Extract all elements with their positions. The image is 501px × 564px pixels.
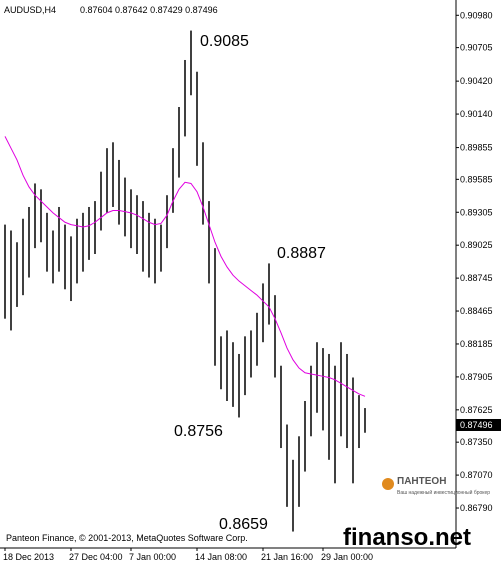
y-tick-label: 0.88745 (460, 273, 493, 283)
copyright: Panteon Finance, © 2001-2013, MetaQuotes… (6, 533, 248, 543)
logo-icon (382, 478, 394, 490)
y-tick-label: 0.90980 (460, 10, 493, 20)
logo-subtitle: Ваш надежный инвестиционный брокер (397, 489, 490, 496)
x-tick-label: 7 Jan 00:00 (129, 552, 176, 562)
y-tick-label: 0.89855 (460, 143, 493, 153)
y-tick-label: 0.87905 (460, 372, 493, 382)
annotation: 0.9085 (200, 33, 249, 50)
y-tick-label: 0.87350 (460, 437, 493, 447)
last-price-label: 0.87496 (460, 420, 493, 430)
watermark: finanso.net (343, 524, 471, 551)
y-tick-label: 0.90705 (460, 43, 493, 53)
y-tick-label: 0.87625 (460, 405, 493, 415)
y-tick-label: 0.86790 (460, 503, 493, 513)
annotation: 0.8756 (174, 423, 223, 440)
x-tick-label: 14 Jan 08:00 (195, 552, 247, 562)
y-tick-label: 0.89585 (460, 174, 493, 184)
x-tick-label: 18 Dec 2013 (3, 552, 54, 562)
y-tick-label: 0.90420 (460, 76, 493, 86)
moving-average (4, 136, 366, 397)
y-tick-label: 0.87070 (460, 470, 493, 480)
x-tick-label: 29 Jan 00:00 (321, 552, 373, 562)
annotation: 0.8887 (277, 245, 326, 262)
symbol: AUDUSD,H4 (4, 5, 56, 15)
last-price-box (456, 418, 501, 431)
y-tick-label: 0.89305 (460, 207, 493, 217)
y-tick-label: 0.90140 (460, 109, 493, 119)
logo-name: ПАНТЕОН (397, 476, 446, 487)
x-tick-label: 21 Jan 16:00 (261, 552, 313, 562)
y-tick-label: 0.89025 (460, 240, 493, 250)
y-tick-label: 0.88465 (460, 306, 493, 316)
quote: 0.87604 0.87642 0.87429 0.87496 (80, 5, 218, 15)
y-tick-label: 0.88185 (460, 339, 493, 349)
annotation: 0.8659 (219, 516, 268, 533)
x-tick-label: 27 Dec 04:00 (69, 552, 123, 562)
